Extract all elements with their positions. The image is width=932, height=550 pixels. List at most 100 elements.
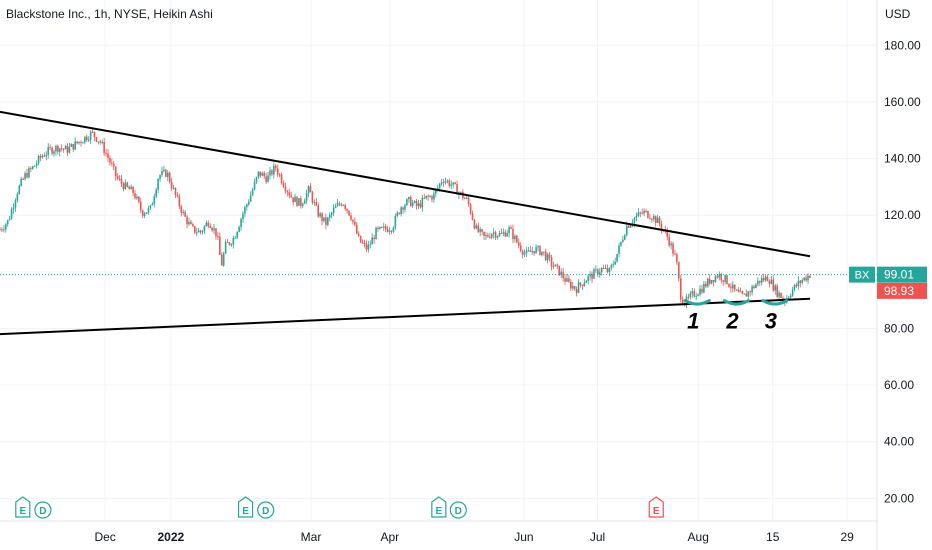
candle-body [315,201,318,206]
candle-body [745,293,748,297]
candle-body [213,228,215,231]
candle-body [294,196,296,203]
candle-body [489,236,491,238]
dividend-badge-text: D [39,506,46,517]
candle-body [296,196,298,206]
candle-body [178,196,181,207]
candle-body [778,292,780,297]
candle-body [163,169,165,171]
candle-body [85,136,88,141]
candle-body [774,285,777,291]
candle-body [186,216,188,225]
candle-body [490,234,493,238]
chart-title: Blackstone Inc., 1h, NYSE, Heikin Ashi [6,7,213,21]
candle-body [504,232,507,237]
candle-body [280,174,283,183]
candle-body [363,242,366,244]
candle-body [313,201,316,203]
candle-body [647,211,649,218]
candle-body [764,276,767,281]
candle-body [342,204,345,206]
candle-body [267,175,269,183]
candle-body [645,210,647,212]
candle-body [12,207,15,210]
x-tick-label: Mar [301,530,322,544]
dividend-badge: D [449,501,467,519]
candle-body [249,195,252,202]
candle-body [334,206,337,208]
candle-body [105,153,107,155]
candle-body [770,279,773,284]
bottom-number-label: 3 [765,309,777,334]
candle-body [716,276,719,278]
candle-body [575,289,578,293]
candle-body [435,190,437,194]
candle-body [10,209,13,219]
price-tag [877,266,927,283]
candle-body [327,217,329,225]
candle-body [554,264,557,267]
candle-body [201,231,204,233]
candle-body [37,155,40,164]
candle-body [539,246,541,255]
x-tick-label: Jun [514,530,533,544]
candle-body [197,230,200,233]
candle-body [406,199,408,206]
candle-body [550,257,553,267]
candle-body [126,182,129,187]
candle-body [741,291,744,294]
candle-body [433,193,435,200]
candle-body [338,203,341,205]
candle-body [782,297,784,300]
candle-body [481,229,483,232]
candle-body [224,242,227,254]
bottom-arc-marker [722,299,750,306]
candle-body [388,230,391,232]
candle-body [195,232,198,234]
candle-body [701,288,703,293]
candle-body [340,204,343,206]
candle-body [247,201,250,205]
candle-body [382,226,385,228]
candle-body [16,194,19,201]
candle-body [469,204,472,214]
y-tick-label: 140.00 [884,152,921,166]
candle-body [282,182,285,187]
candle-body [66,146,69,153]
candle-body [791,289,794,296]
candle-body [120,178,123,184]
candle-body [182,211,185,213]
candle-body [3,229,5,231]
candle-body [82,142,84,144]
candle-body [571,286,574,289]
candle-body [566,278,568,282]
candle-body [62,148,65,150]
bottom-arc-marker [761,299,789,306]
candle-body [51,147,53,154]
candle-body [749,291,751,293]
candle-body [325,217,327,225]
candle-body [697,294,699,296]
candle-body [276,168,279,175]
candle-body [344,204,346,209]
candle-body [780,292,782,298]
candle-body [174,187,177,195]
candle-body [190,221,192,225]
candle-body [498,233,501,237]
candle-body [87,139,90,141]
candle-body [128,186,131,190]
candle-body [579,282,582,285]
candle-body [641,212,643,214]
candle-body [193,226,196,233]
candle-body [95,137,98,142]
candle-body [265,176,267,183]
candle-body [409,196,412,207]
candle-body [396,212,399,217]
candle-body [604,267,607,269]
earnings-badge-text: E [242,506,249,517]
currency-label: USD [885,7,911,21]
candle-body [728,283,730,287]
candle-body [529,250,532,252]
